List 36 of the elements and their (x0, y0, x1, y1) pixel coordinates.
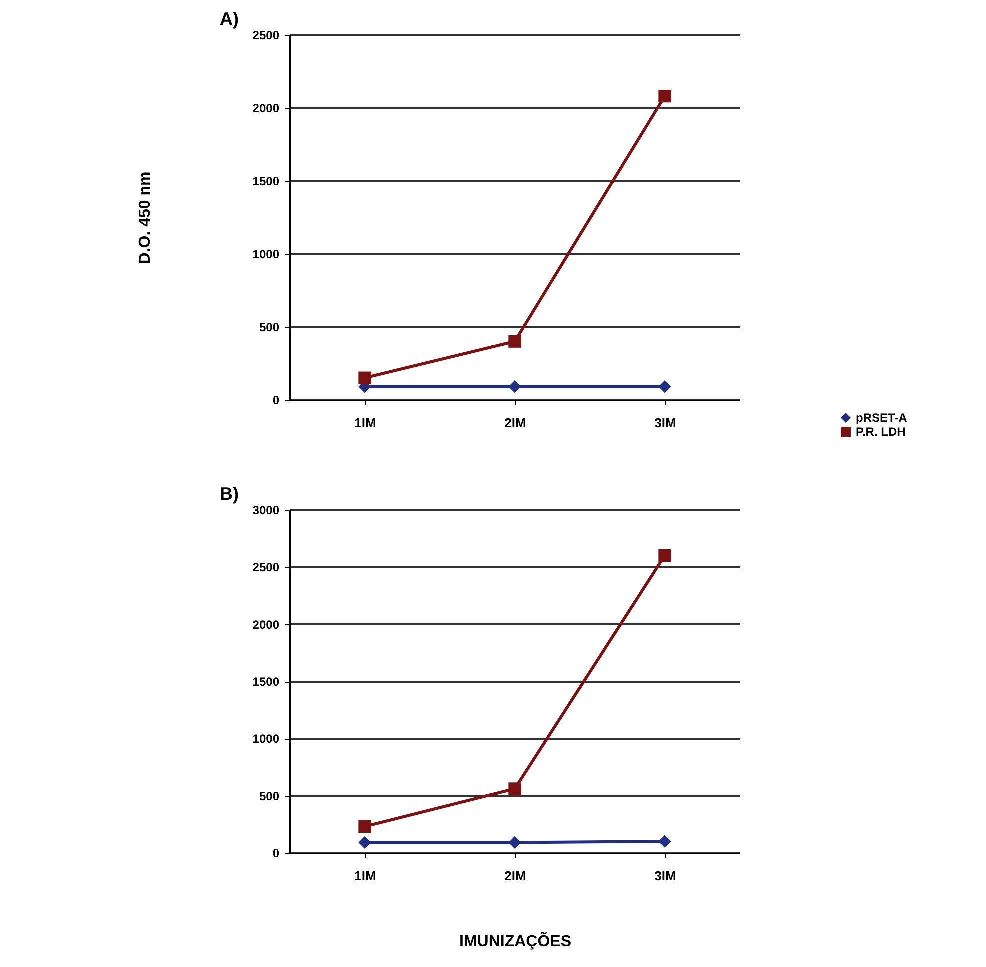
point (658, 549, 672, 562)
y-tick-label: 2500 (252, 28, 280, 42)
y-tick-label: 3000 (252, 504, 280, 518)
x-axis-title: IMUNIZAÇÕES (460, 932, 572, 950)
point (658, 835, 672, 848)
y-tick-label: 0 (272, 846, 280, 860)
point (508, 335, 522, 348)
point (358, 836, 372, 850)
y-tick-label: 2000 (252, 618, 280, 632)
y-tick-label: 0 (272, 394, 280, 408)
y-tick-label: 1500 (252, 174, 280, 188)
y-tick-label: 2000 (252, 102, 280, 116)
y-tick-label: 1000 (252, 248, 280, 262)
y-tick-label: 1000 (252, 732, 280, 746)
point (508, 782, 522, 796)
x-tick-label: 1IM (354, 416, 376, 430)
y-tick-label: 1500 (252, 675, 280, 689)
point (508, 380, 522, 394)
point (358, 372, 372, 384)
legend-label: P.R. LDH (856, 425, 906, 439)
legend-label: pRSET-A (856, 411, 908, 425)
x-tick-label: 1IM (354, 868, 376, 884)
x-tick-label: 2IM (504, 416, 526, 430)
point (658, 380, 672, 394)
point (358, 820, 372, 834)
y-tick-label: 2500 (252, 560, 280, 575)
y-tick-label: 500 (259, 320, 280, 334)
x-tick-label: 2IM (504, 868, 526, 884)
chart-title: B) (220, 484, 239, 504)
x-tick-label: 3IM (654, 416, 676, 430)
point (658, 90, 672, 103)
y-tick-label: 500 (259, 789, 280, 804)
point (508, 836, 522, 850)
x-tick-label: 3IM (654, 868, 676, 884)
chart-title: A) (220, 9, 239, 29)
y-axis-title: D.O. 450 nm (136, 172, 154, 264)
